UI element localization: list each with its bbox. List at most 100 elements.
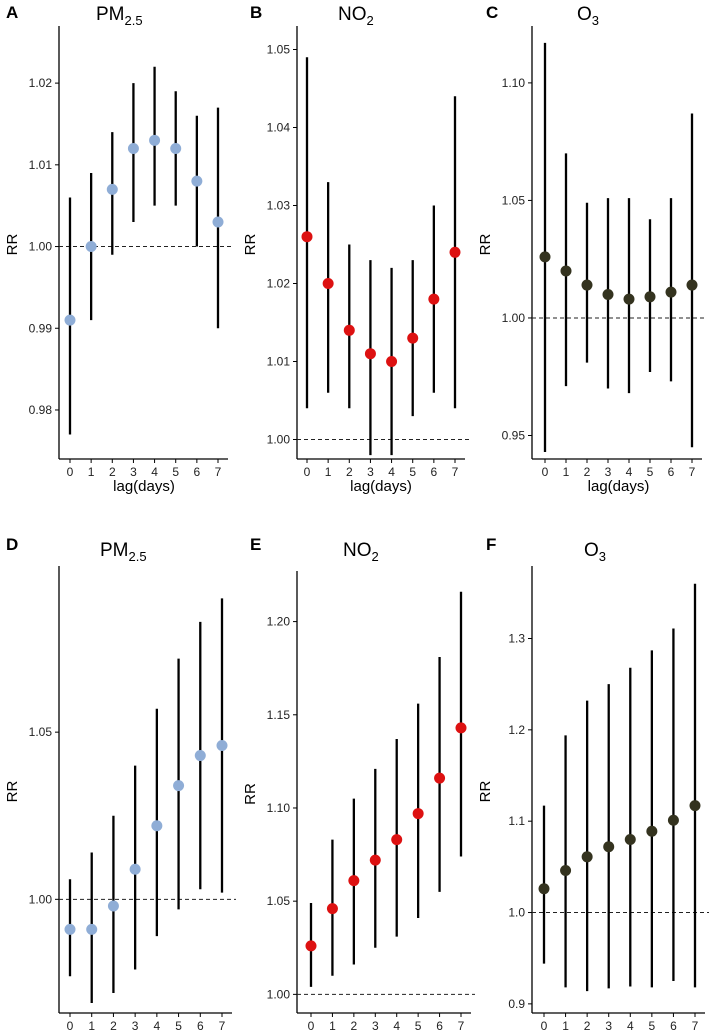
panel-title-main-c: O <box>577 4 592 25</box>
estimate-point-c-lag-7 <box>686 279 698 291</box>
x-tick-label-a: 5 <box>172 465 179 479</box>
estimate-point-d-lag-4 <box>151 820 163 832</box>
y-tick-label-b: 1.00 <box>267 433 291 447</box>
estimate-point-e-lag-1 <box>326 903 338 915</box>
x-tick-label-f: 6 <box>670 1019 677 1033</box>
x-tick-label-f: 0 <box>541 1019 548 1033</box>
y-tick-label-f: 1.0 <box>508 906 525 920</box>
panel-title-b: NO2 <box>338 4 374 28</box>
estimate-point-e-lag-7 <box>455 722 467 734</box>
y-tick-label-d: 1.00 <box>29 892 53 906</box>
x-tick-label-e: 2 <box>351 1019 358 1033</box>
x-tick-label-a: 3 <box>130 465 137 479</box>
x-tick-label-b: 2 <box>346 465 353 479</box>
estimate-point-b-lag-2 <box>343 324 355 336</box>
y-axis-label-e: RR <box>242 783 259 805</box>
panel-title-e: NO2 <box>343 540 379 564</box>
y-tick-label-c: 1.05 <box>502 193 526 207</box>
panel-title-sub-b: 2 <box>367 13 374 28</box>
panel-letter-b: B <box>250 3 262 22</box>
x-tick-label-e: 7 <box>458 1019 465 1033</box>
y-tick-label-b: 1.05 <box>267 43 291 57</box>
y-tick-label-f: 1.1 <box>508 814 525 828</box>
panel-letter-e: E <box>250 535 261 554</box>
panel-letter-d: D <box>6 535 18 554</box>
estimate-point-a-lag-6 <box>191 175 203 187</box>
y-tick-label-e: 1.00 <box>267 987 291 1001</box>
estimate-point-e-lag-3 <box>369 854 381 866</box>
y-tick-label-d: 1.05 <box>29 725 53 739</box>
estimate-point-b-lag-3 <box>364 348 376 360</box>
estimate-point-c-lag-0 <box>539 251 551 263</box>
x-tick-label-f: 7 <box>692 1019 699 1033</box>
x-tick-label-c: 4 <box>626 465 633 479</box>
y-tick-label-c: 0.95 <box>502 428 526 442</box>
estimate-point-b-lag-5 <box>407 332 419 344</box>
estimate-point-b-lag-6 <box>428 293 440 305</box>
x-tick-label-c: 0 <box>542 465 549 479</box>
x-tick-label-e: 3 <box>372 1019 379 1033</box>
y-axis-label-c: RR <box>477 234 494 256</box>
panel-letter-f: F <box>486 535 496 554</box>
estimate-point-b-lag-1 <box>322 278 334 289</box>
y-tick-label-c: 1.10 <box>502 76 526 90</box>
y-tick-label-e: 1.10 <box>267 801 291 815</box>
y-tick-label-f: 1.3 <box>508 632 525 646</box>
estimate-point-d-lag-7 <box>216 740 228 752</box>
estimate-point-e-lag-5 <box>412 808 424 820</box>
x-tick-label-c: 3 <box>605 465 612 479</box>
estimate-point-c-lag-1 <box>560 265 572 277</box>
y-tick-label-f: 0.9 <box>508 997 525 1011</box>
y-tick-label-b: 1.01 <box>267 355 291 369</box>
y-tick-label-a: 0.99 <box>29 321 53 335</box>
y-tick-label-c: 1.00 <box>502 311 526 325</box>
estimate-point-f-lag-4 <box>624 833 636 845</box>
x-tick-label-b: 3 <box>367 465 374 479</box>
x-tick-label-d: 7 <box>219 1019 226 1033</box>
panel-title-d: PM2.5 <box>100 540 147 564</box>
panel-letter-c: C <box>486 3 498 22</box>
x-tick-label-f: 4 <box>627 1019 634 1033</box>
estimate-point-f-lag-7 <box>689 800 701 812</box>
x-tick-label-e: 1 <box>329 1019 336 1033</box>
estimate-point-a-lag-0 <box>64 314 76 326</box>
y-tick-label-b: 1.03 <box>267 199 291 213</box>
y-tick-label-a: 0.98 <box>29 403 53 417</box>
estimate-point-a-lag-7 <box>212 216 224 228</box>
y-axis-label-b: RR <box>242 234 259 256</box>
x-tick-label-b: 0 <box>304 465 311 479</box>
panel-title-main-e: NO <box>343 540 372 561</box>
y-tick-label-a: 1.00 <box>29 240 53 254</box>
x-tick-label-d: 5 <box>175 1019 182 1033</box>
y-axis-label-f: RR <box>477 781 494 803</box>
x-tick-label-c: 2 <box>584 465 591 479</box>
estimate-point-d-lag-1 <box>86 923 98 935</box>
panel-title-a: PM2.5 <box>96 4 143 28</box>
y-tick-label-a: 1.01 <box>29 158 53 172</box>
estimate-point-b-lag-0 <box>301 231 313 243</box>
panel-title-f: O3 <box>584 540 606 564</box>
estimate-point-f-lag-5 <box>646 825 658 837</box>
x-tick-label-c: 1 <box>563 465 570 479</box>
y-tick-label-e: 1.15 <box>267 708 291 722</box>
estimate-point-e-lag-6 <box>434 772 446 784</box>
panel-title-sub-d: 2.5 <box>129 549 147 564</box>
x-axis-label-a: lag(days) <box>113 478 175 495</box>
estimate-point-d-lag-3 <box>129 863 141 875</box>
x-tick-label-d: 6 <box>197 1019 204 1033</box>
x-tick-label-b: 6 <box>431 465 438 479</box>
panel-title-main-a: PM <box>96 4 125 25</box>
x-tick-label-d: 0 <box>67 1019 74 1033</box>
estimate-point-c-lag-2 <box>581 279 593 291</box>
estimate-point-a-lag-4 <box>149 134 161 146</box>
estimate-point-d-lag-0 <box>64 923 76 935</box>
y-axis-label-d: RR <box>4 781 21 803</box>
estimate-point-c-lag-4 <box>623 293 635 305</box>
x-tick-label-f: 1 <box>562 1019 569 1033</box>
x-tick-label-b: 7 <box>452 465 459 479</box>
panel-title-sub-c: 3 <box>592 13 599 28</box>
panel-title-sub-f: 3 <box>599 549 606 564</box>
x-tick-label-d: 2 <box>110 1019 117 1033</box>
